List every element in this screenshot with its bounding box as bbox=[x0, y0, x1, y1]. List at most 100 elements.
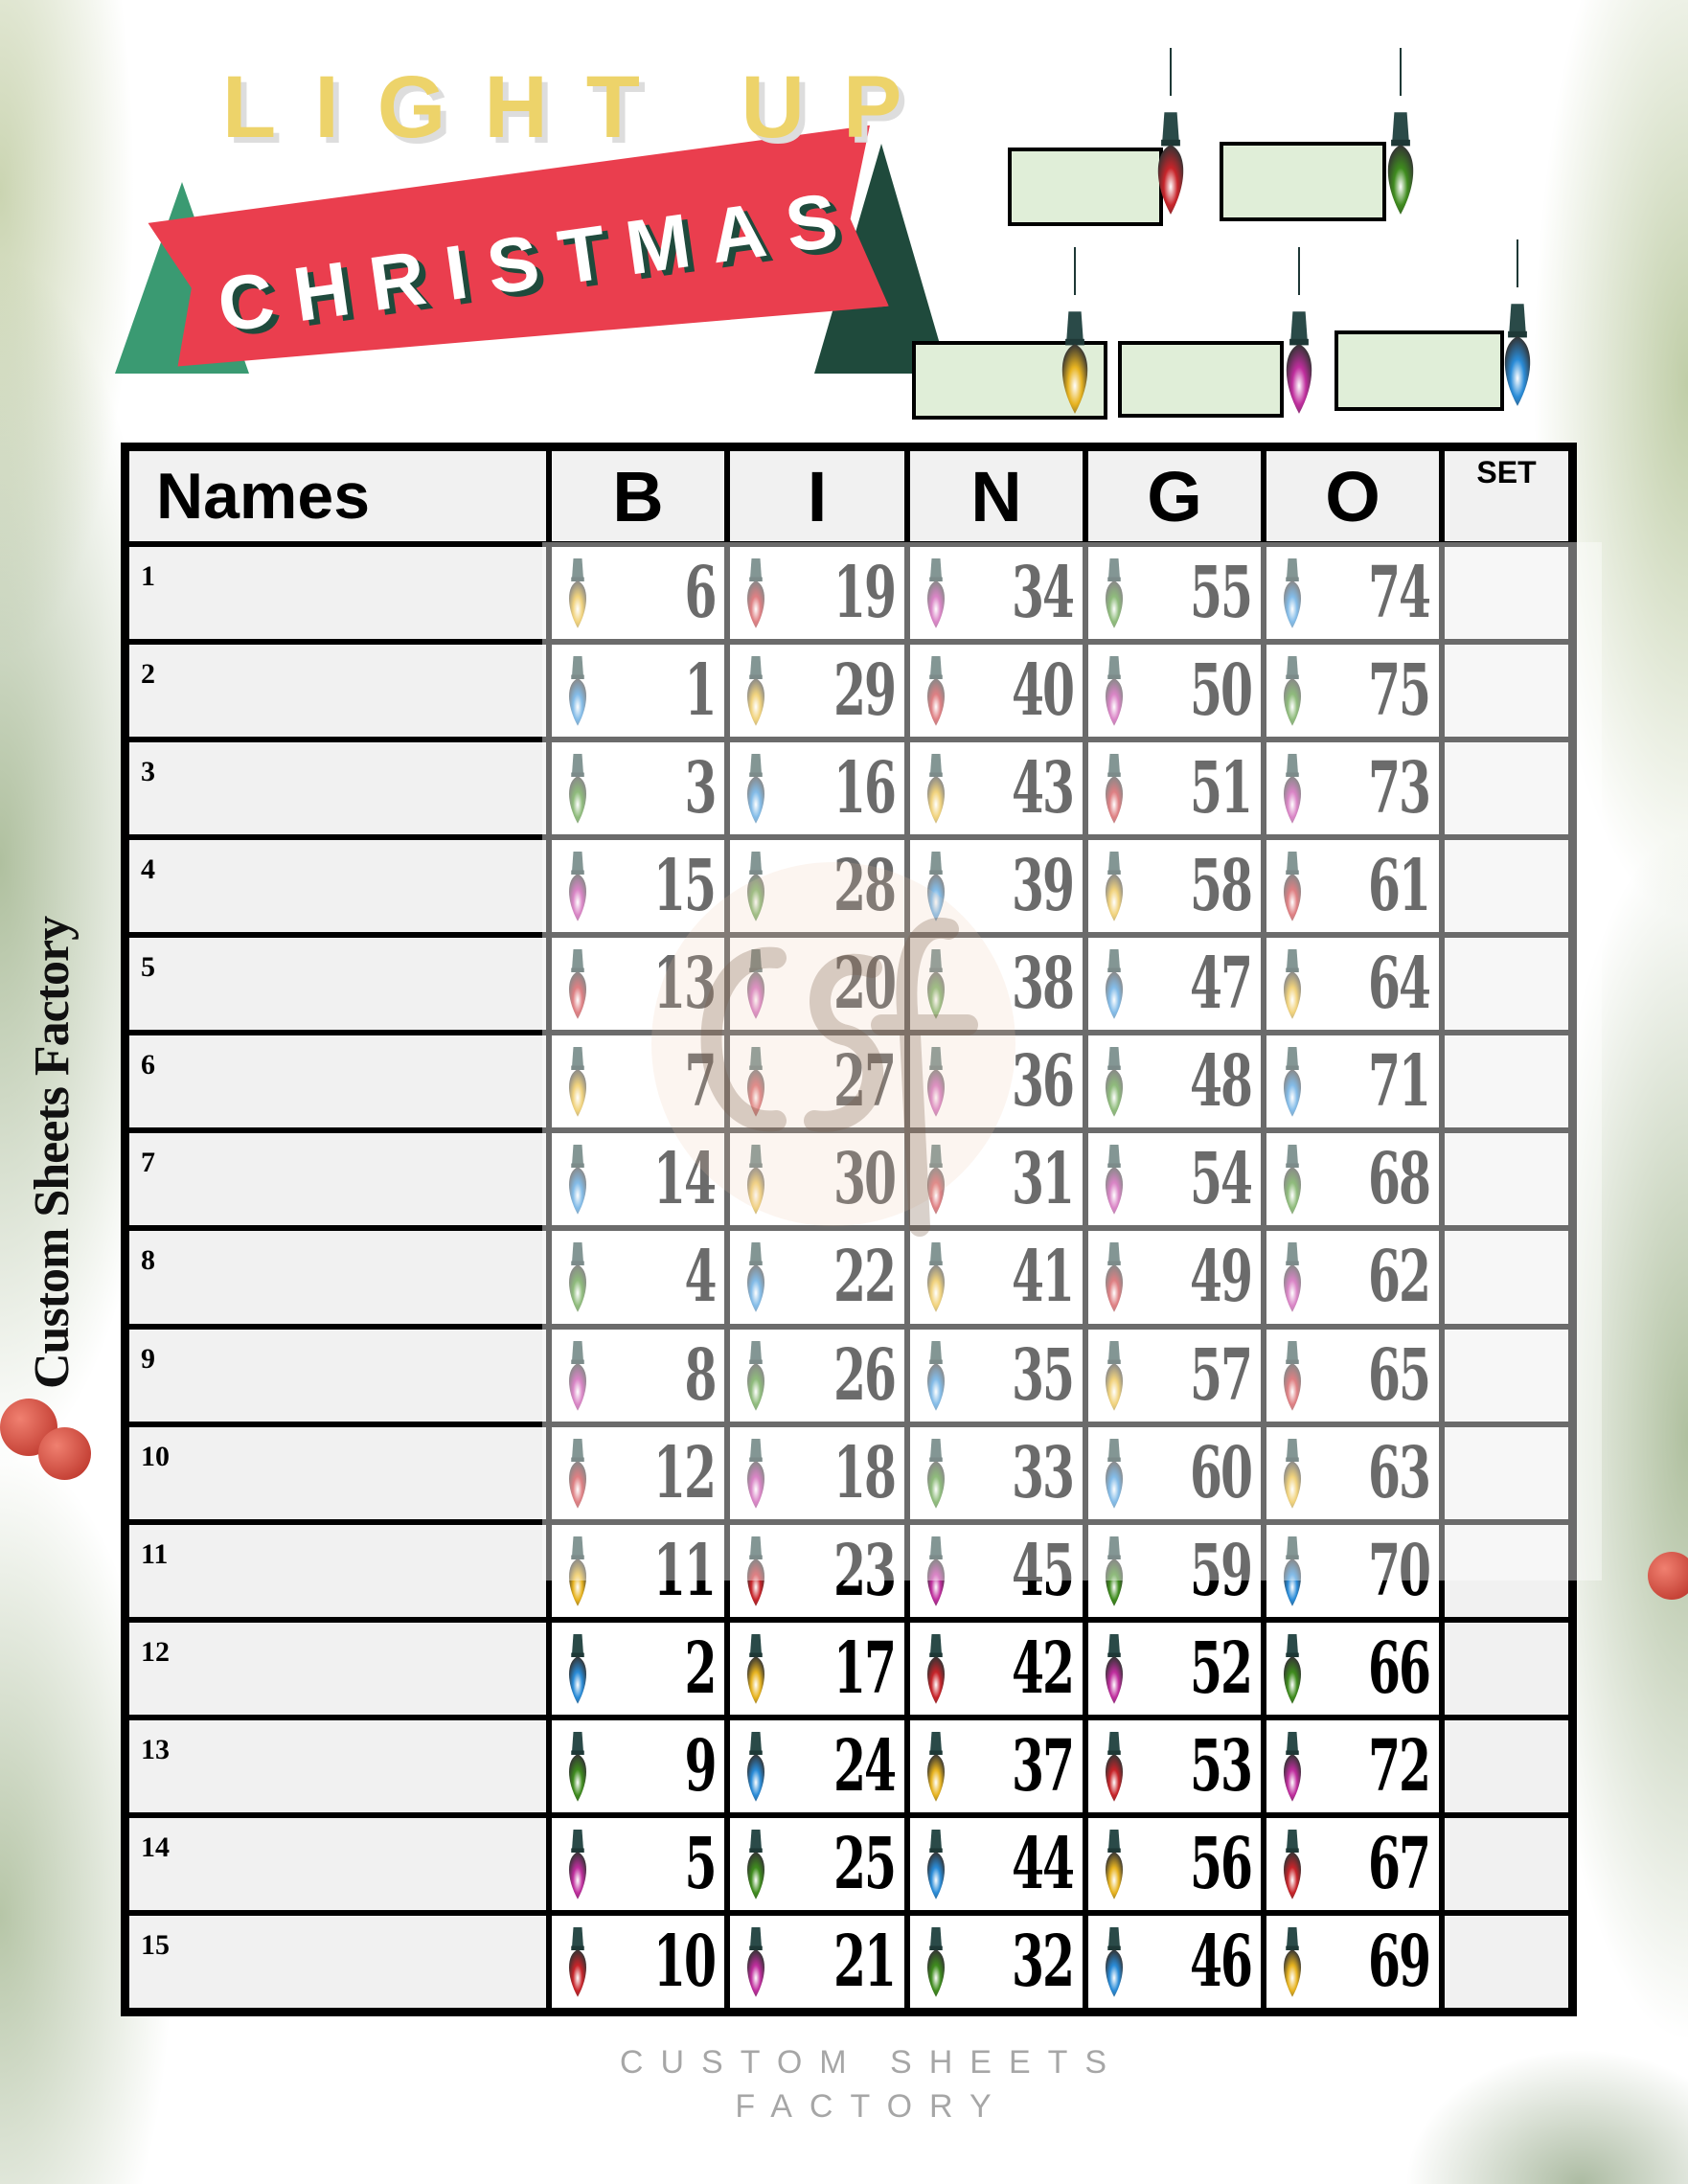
set-field[interactable] bbox=[1442, 544, 1571, 643]
name-field[interactable]: 8 bbox=[126, 1228, 549, 1327]
bingo-cell-o[interactable]: 62 bbox=[1264, 1228, 1442, 1327]
bingo-cell-b[interactable]: 14 bbox=[549, 1130, 727, 1229]
bingo-cell-n[interactable]: 36 bbox=[907, 1033, 1085, 1131]
set-field[interactable] bbox=[1442, 1521, 1571, 1620]
bingo-cell-g[interactable]: 47 bbox=[1085, 935, 1264, 1034]
bingo-cell-o[interactable]: 75 bbox=[1264, 642, 1442, 740]
bingo-cell-b[interactable]: 12 bbox=[549, 1423, 727, 1522]
set-field[interactable] bbox=[1442, 1228, 1571, 1327]
bingo-cell-b[interactable]: 11 bbox=[549, 1521, 727, 1620]
name-field[interactable]: 14 bbox=[126, 1814, 549, 1913]
bingo-cell-n[interactable]: 44 bbox=[907, 1814, 1085, 1913]
bingo-cell-i[interactable]: 25 bbox=[727, 1814, 907, 1913]
bingo-cell-b[interactable]: 15 bbox=[549, 837, 727, 936]
set-field[interactable] bbox=[1442, 935, 1571, 1034]
set-field[interactable] bbox=[1442, 642, 1571, 740]
bingo-cell-o[interactable]: 74 bbox=[1264, 544, 1442, 643]
bingo-cell-b[interactable]: 13 bbox=[549, 935, 727, 1034]
bingo-cell-n[interactable]: 41 bbox=[907, 1228, 1085, 1327]
bingo-cell-b[interactable]: 6 bbox=[549, 544, 727, 643]
bingo-cell-i[interactable]: 27 bbox=[727, 1033, 907, 1131]
name-field[interactable]: 12 bbox=[126, 1619, 549, 1718]
name-field[interactable]: 4 bbox=[126, 837, 549, 936]
bingo-cell-b[interactable]: 3 bbox=[549, 739, 727, 838]
bingo-cell-i[interactable]: 18 bbox=[727, 1423, 907, 1522]
bingo-cell-g[interactable]: 48 bbox=[1085, 1033, 1264, 1131]
prize-box-green[interactable] bbox=[1220, 142, 1386, 221]
bingo-cell-i[interactable]: 17 bbox=[727, 1619, 907, 1718]
name-field[interactable]: 2 bbox=[126, 642, 549, 740]
prize-box-red[interactable] bbox=[1008, 148, 1163, 226]
bingo-cell-n[interactable]: 43 bbox=[907, 739, 1085, 838]
bingo-cell-i[interactable]: 20 bbox=[727, 935, 907, 1034]
bingo-cell-n[interactable]: 42 bbox=[907, 1619, 1085, 1718]
bingo-cell-g[interactable]: 58 bbox=[1085, 837, 1264, 936]
name-field[interactable]: 10 bbox=[126, 1423, 549, 1522]
bingo-cell-b[interactable]: 5 bbox=[549, 1814, 727, 1913]
bingo-cell-b[interactable]: 7 bbox=[549, 1033, 727, 1131]
bingo-cell-n[interactable]: 33 bbox=[907, 1423, 1085, 1522]
bingo-cell-o[interactable]: 61 bbox=[1264, 837, 1442, 936]
bingo-cell-n[interactable]: 37 bbox=[907, 1717, 1085, 1815]
bingo-cell-g[interactable]: 56 bbox=[1085, 1814, 1264, 1913]
bingo-cell-n[interactable]: 45 bbox=[907, 1521, 1085, 1620]
bingo-cell-b[interactable]: 9 bbox=[549, 1717, 727, 1815]
name-field[interactable]: 6 bbox=[126, 1033, 549, 1131]
name-field[interactable]: 1 bbox=[126, 544, 549, 643]
bingo-cell-b[interactable]: 4 bbox=[549, 1228, 727, 1327]
set-field[interactable] bbox=[1442, 1423, 1571, 1522]
bingo-cell-i[interactable]: 19 bbox=[727, 544, 907, 643]
name-field[interactable]: 13 bbox=[126, 1717, 549, 1815]
bingo-cell-g[interactable]: 46 bbox=[1085, 1912, 1264, 2011]
bingo-cell-o[interactable]: 71 bbox=[1264, 1033, 1442, 1131]
bingo-cell-g[interactable]: 60 bbox=[1085, 1423, 1264, 1522]
name-field[interactable]: 11 bbox=[126, 1521, 549, 1620]
bingo-cell-i[interactable]: 29 bbox=[727, 642, 907, 740]
prize-box-pink[interactable] bbox=[1118, 341, 1284, 418]
bingo-cell-i[interactable]: 23 bbox=[727, 1521, 907, 1620]
prize-box-blue[interactable] bbox=[1334, 330, 1504, 411]
set-field[interactable] bbox=[1442, 1717, 1571, 1815]
set-field[interactable] bbox=[1442, 1326, 1571, 1424]
bingo-cell-i[interactable]: 30 bbox=[727, 1130, 907, 1229]
set-field[interactable] bbox=[1442, 739, 1571, 838]
bingo-cell-i[interactable]: 24 bbox=[727, 1717, 907, 1815]
bingo-cell-o[interactable]: 65 bbox=[1264, 1326, 1442, 1424]
bingo-cell-n[interactable]: 31 bbox=[907, 1130, 1085, 1229]
bingo-cell-g[interactable]: 52 bbox=[1085, 1619, 1264, 1718]
set-field[interactable] bbox=[1442, 1912, 1571, 2011]
bingo-cell-o[interactable]: 73 bbox=[1264, 739, 1442, 838]
bingo-cell-b[interactable]: 2 bbox=[549, 1619, 727, 1718]
name-field[interactable]: 7 bbox=[126, 1130, 549, 1229]
bingo-cell-g[interactable]: 49 bbox=[1085, 1228, 1264, 1327]
bingo-cell-g[interactable]: 57 bbox=[1085, 1326, 1264, 1424]
bingo-cell-o[interactable]: 70 bbox=[1264, 1521, 1442, 1620]
bingo-cell-n[interactable]: 39 bbox=[907, 837, 1085, 936]
bingo-cell-o[interactable]: 68 bbox=[1264, 1130, 1442, 1229]
bingo-cell-n[interactable]: 32 bbox=[907, 1912, 1085, 2011]
bingo-cell-g[interactable]: 59 bbox=[1085, 1521, 1264, 1620]
bingo-cell-g[interactable]: 50 bbox=[1085, 642, 1264, 740]
bingo-cell-o[interactable]: 63 bbox=[1264, 1423, 1442, 1522]
set-field[interactable] bbox=[1442, 1130, 1571, 1229]
bingo-cell-o[interactable]: 66 bbox=[1264, 1619, 1442, 1718]
bingo-cell-o[interactable]: 67 bbox=[1264, 1814, 1442, 1913]
bingo-cell-o[interactable]: 64 bbox=[1264, 935, 1442, 1034]
set-field[interactable] bbox=[1442, 837, 1571, 936]
bingo-cell-n[interactable]: 38 bbox=[907, 935, 1085, 1034]
bingo-cell-g[interactable]: 55 bbox=[1085, 544, 1264, 643]
bingo-cell-i[interactable]: 26 bbox=[727, 1326, 907, 1424]
bingo-cell-b[interactable]: 10 bbox=[549, 1912, 727, 2011]
name-field[interactable]: 9 bbox=[126, 1326, 549, 1424]
bingo-cell-g[interactable]: 53 bbox=[1085, 1717, 1264, 1815]
name-field[interactable]: 3 bbox=[126, 739, 549, 838]
bingo-cell-i[interactable]: 21 bbox=[727, 1912, 907, 2011]
set-field[interactable] bbox=[1442, 1033, 1571, 1131]
bingo-cell-g[interactable]: 51 bbox=[1085, 739, 1264, 838]
bingo-cell-g[interactable]: 54 bbox=[1085, 1130, 1264, 1229]
bingo-cell-o[interactable]: 69 bbox=[1264, 1912, 1442, 2011]
name-field[interactable]: 5 bbox=[126, 935, 549, 1034]
bingo-cell-i[interactable]: 22 bbox=[727, 1228, 907, 1327]
bingo-cell-b[interactable]: 8 bbox=[549, 1326, 727, 1424]
set-field[interactable] bbox=[1442, 1619, 1571, 1718]
